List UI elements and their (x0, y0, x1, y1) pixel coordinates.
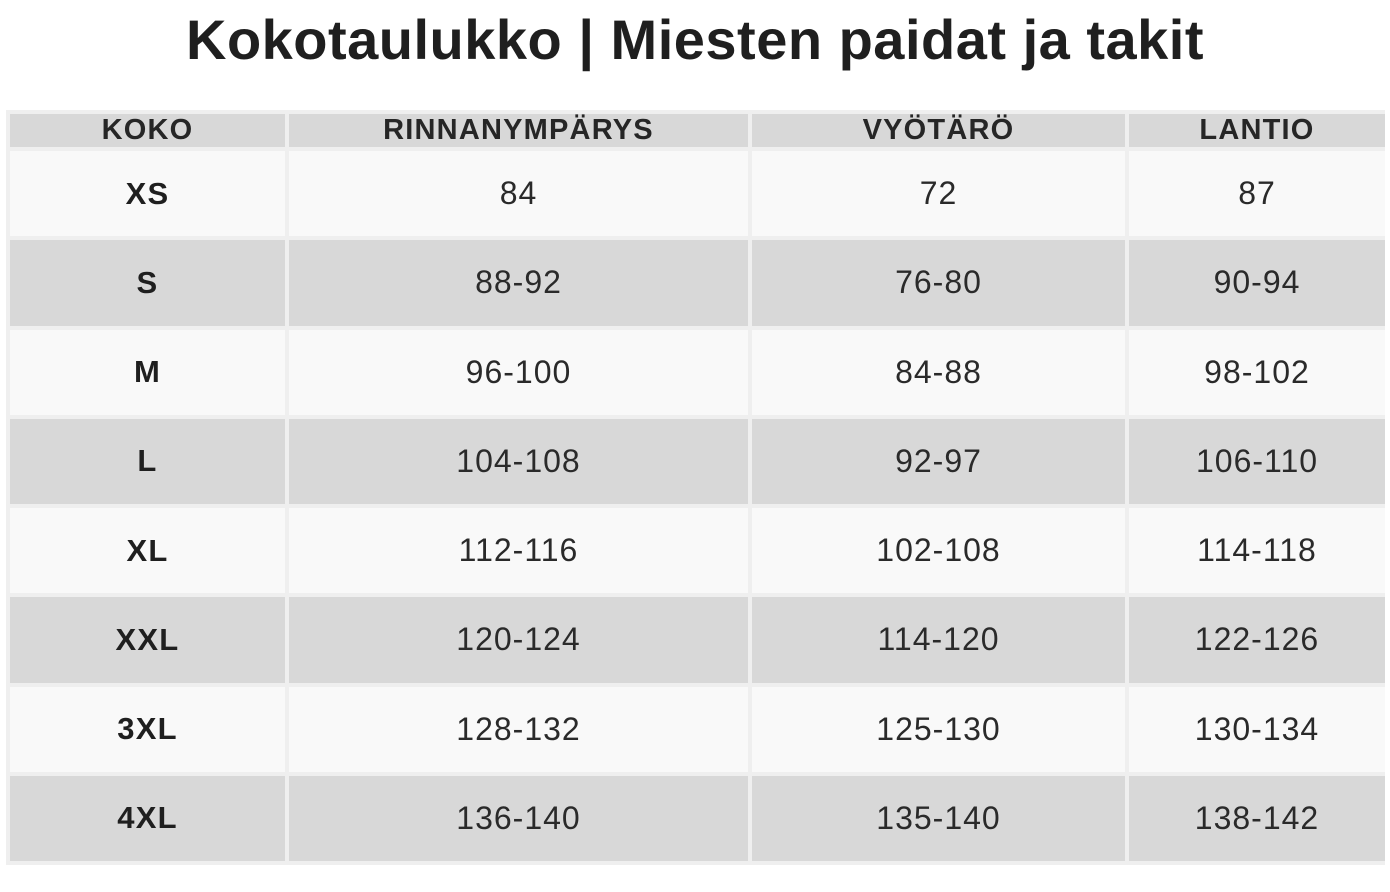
chest-cell: 128-132 (289, 686, 748, 772)
page-title: Kokotaulukko | Miesten paidat ja takit (186, 8, 1204, 71)
waist-cell: 72 (752, 151, 1125, 237)
hip-cell: 138-142 (1129, 775, 1385, 861)
waist-cell: 102-108 (752, 508, 1125, 594)
hip-cell: 106-110 (1129, 418, 1385, 504)
table-row: L 104-108 92-97 106-110 (10, 418, 1385, 504)
size-cell: M (10, 329, 285, 415)
size-cell: XS (10, 151, 285, 237)
hip-cell: 87 (1129, 151, 1385, 237)
hip-cell: 90-94 (1129, 240, 1385, 326)
table-row: XXL 120-124 114-120 122-126 (10, 597, 1385, 683)
table-row: M 96-100 84-88 98-102 (10, 329, 1385, 415)
size-chart-table: KOKO RINNANYMPÄRYS VYÖTÄRÖ LANTIO XS 84 … (6, 110, 1385, 865)
size-cell: 4XL (10, 775, 285, 861)
table-row: 3XL 128-132 125-130 130-134 (10, 686, 1385, 772)
size-table: KOKO RINNANYMPÄRYS VYÖTÄRÖ LANTIO XS 84 … (6, 110, 1389, 865)
column-header-waist: VYÖTÄRÖ (752, 114, 1125, 147)
column-header-hip: LANTIO (1129, 114, 1385, 147)
column-header-chest: RINNANYMPÄRYS (289, 114, 748, 147)
waist-cell: 125-130 (752, 686, 1125, 772)
hip-cell: 130-134 (1129, 686, 1385, 772)
waist-cell: 92-97 (752, 418, 1125, 504)
hip-cell: 98-102 (1129, 329, 1385, 415)
size-cell: XL (10, 508, 285, 594)
size-cell: S (10, 240, 285, 326)
chest-cell: 88-92 (289, 240, 748, 326)
waist-cell: 114-120 (752, 597, 1125, 683)
chest-cell: 136-140 (289, 775, 748, 861)
waist-cell: 135-140 (752, 775, 1125, 861)
column-header-size: KOKO (10, 114, 285, 147)
table-row: XS 84 72 87 (10, 151, 1385, 237)
chest-cell: 104-108 (289, 418, 748, 504)
size-cell: 3XL (10, 686, 285, 772)
table-row: 4XL 136-140 135-140 138-142 (10, 775, 1385, 861)
table-header-row: KOKO RINNANYMPÄRYS VYÖTÄRÖ LANTIO (10, 114, 1385, 147)
chest-cell: 84 (289, 151, 748, 237)
size-cell: L (10, 418, 285, 504)
table-row: S 88-92 76-80 90-94 (10, 240, 1385, 326)
size-cell: XXL (10, 597, 285, 683)
chest-cell: 96-100 (289, 329, 748, 415)
hip-cell: 122-126 (1129, 597, 1385, 683)
chest-cell: 112-116 (289, 508, 748, 594)
table-row: XL 112-116 102-108 114-118 (10, 508, 1385, 594)
waist-cell: 84-88 (752, 329, 1125, 415)
chest-cell: 120-124 (289, 597, 748, 683)
waist-cell: 76-80 (752, 240, 1125, 326)
hip-cell: 114-118 (1129, 508, 1385, 594)
